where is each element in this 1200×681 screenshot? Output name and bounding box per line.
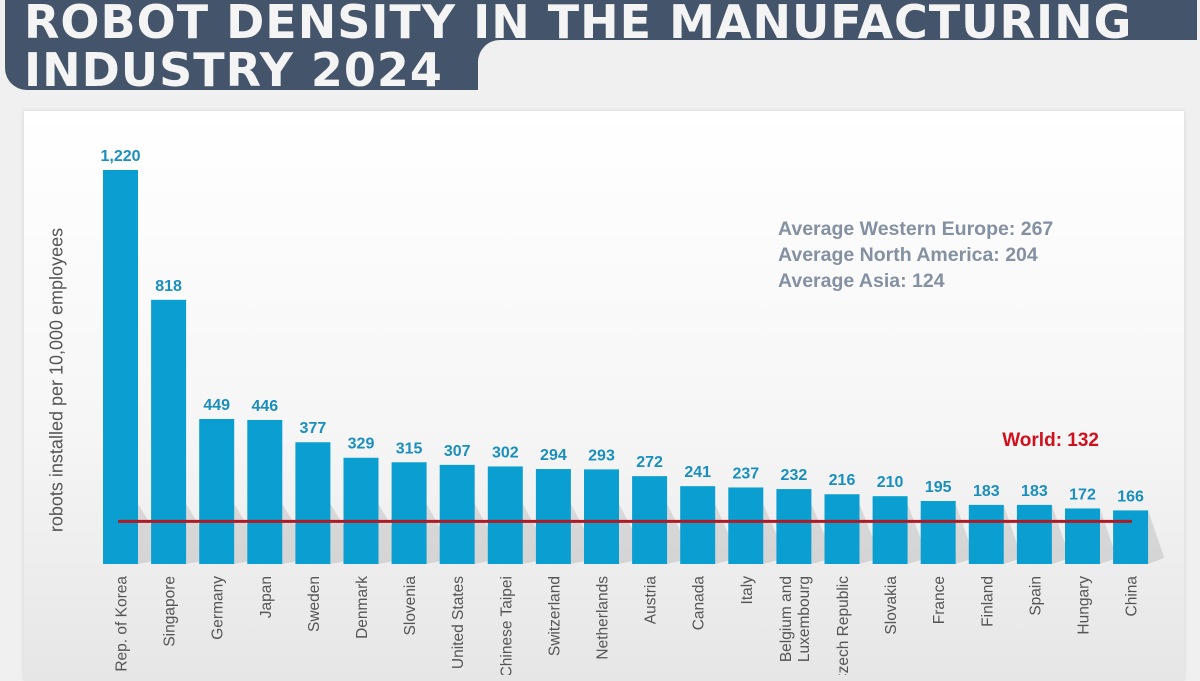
value-label: 237 bbox=[732, 465, 759, 482]
bar bbox=[439, 464, 475, 564]
x-tick-label: Belgium andLuxembourg bbox=[778, 576, 813, 662]
bar bbox=[584, 469, 619, 564]
bar bbox=[247, 419, 283, 564]
value-label: 1,220 bbox=[100, 148, 140, 165]
bar bbox=[487, 466, 523, 564]
bar bbox=[1113, 510, 1149, 564]
bar bbox=[295, 442, 331, 564]
value-label: 172 bbox=[1069, 486, 1096, 503]
title-line-2: INDUSTRY 2024 bbox=[24, 43, 443, 97]
bar bbox=[151, 299, 187, 564]
bar bbox=[535, 469, 571, 564]
x-tick-label: Netherlands bbox=[595, 576, 612, 660]
value-label: 302 bbox=[492, 444, 519, 461]
bar bbox=[391, 462, 427, 564]
value-label: 272 bbox=[636, 454, 663, 471]
x-tick-label: Singapore bbox=[162, 576, 179, 647]
bar bbox=[920, 501, 956, 564]
banner-cutout bbox=[478, 40, 1200, 100]
value-label: 307 bbox=[444, 443, 471, 460]
x-tick-label: Czech Republic bbox=[835, 576, 852, 675]
value-labels: 1,220 818 449 446 377 329 315 307 302 294 293 272 24… bbox=[100, 148, 1144, 505]
x-tick-label: Italy bbox=[739, 576, 756, 605]
value-label: 195 bbox=[925, 479, 952, 496]
value-label: 294 bbox=[540, 447, 567, 464]
bar bbox=[776, 489, 812, 564]
average-western-europe: Average Western Europe: 267 bbox=[778, 218, 1054, 240]
average-north-america: Average North America: 204 bbox=[778, 244, 1038, 266]
value-label: 293 bbox=[588, 447, 615, 464]
value-label: 183 bbox=[973, 483, 1000, 500]
value-label: 210 bbox=[877, 474, 904, 491]
value-label: 329 bbox=[348, 436, 375, 453]
bar bbox=[199, 418, 235, 564]
averages-box: Average Western Europe: 267 Average Nort… bbox=[778, 216, 1053, 294]
bar bbox=[728, 487, 764, 564]
x-tick-label: Chinese Taipei bbox=[498, 576, 515, 675]
bars bbox=[103, 170, 1149, 564]
value-label: 241 bbox=[684, 464, 711, 481]
x-tick-label: Austria bbox=[643, 576, 660, 625]
y-axis-label: robots installed per 10,000 employees bbox=[46, 227, 67, 533]
world-reference-label: World: 132 bbox=[1002, 430, 1099, 451]
bar bbox=[680, 486, 716, 564]
x-tick-label: Canada bbox=[691, 576, 708, 631]
bar bbox=[1016, 504, 1052, 564]
x-tick-label: Slovenia bbox=[402, 576, 419, 636]
x-tick-label: Switzerland bbox=[546, 576, 563, 656]
x-tick-label: Sweden bbox=[306, 576, 323, 632]
bar bbox=[872, 496, 908, 564]
x-tick-label: United States bbox=[450, 576, 467, 669]
x-tick-label: Denmark bbox=[354, 576, 371, 639]
bar bbox=[103, 170, 138, 564]
world-reference: World: 132 bbox=[118, 430, 1132, 523]
bar bbox=[1065, 508, 1100, 564]
value-label: 449 bbox=[203, 397, 230, 414]
value-label: 166 bbox=[1117, 488, 1144, 505]
title-line-1: ROBOT DENSITY IN THE MANUFACTURING bbox=[24, 0, 1133, 49]
value-label: 216 bbox=[829, 472, 856, 489]
x-tick-label: France bbox=[931, 576, 948, 624]
value-label: 232 bbox=[781, 467, 808, 484]
x-tick-label: Germany bbox=[210, 576, 227, 640]
x-tick-label: China bbox=[1124, 576, 1141, 617]
average-asia: Average Asia: 124 bbox=[778, 270, 945, 292]
x-tick-label: Finland bbox=[979, 576, 996, 627]
x-tick-label: Slovakia bbox=[883, 576, 900, 635]
x-tick-label: Japan bbox=[258, 576, 275, 618]
bar bbox=[824, 494, 860, 564]
chart-panel bbox=[24, 111, 1184, 681]
bar-shadow bbox=[1148, 510, 1165, 564]
x-tick-label: Hungary bbox=[1076, 576, 1093, 635]
x-tick-label: Spain bbox=[1027, 576, 1044, 616]
x-tick-label: Rep. of Korea bbox=[114, 576, 131, 672]
bar bbox=[968, 504, 1004, 564]
value-label: 818 bbox=[155, 278, 182, 295]
x-tick-labels: Rep. of Korea Singapore Germany Japan Sweden… bbox=[114, 576, 1141, 675]
value-label: 377 bbox=[300, 420, 327, 437]
value-label: 315 bbox=[396, 440, 423, 457]
bar bbox=[343, 457, 379, 564]
value-label: 446 bbox=[251, 398, 278, 415]
value-label: 183 bbox=[1021, 483, 1048, 500]
